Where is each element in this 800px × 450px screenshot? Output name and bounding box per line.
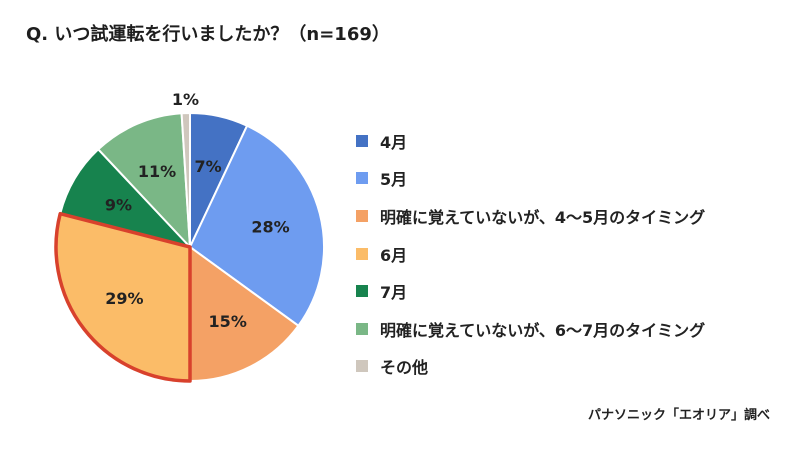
legend-swatch (356, 209, 368, 222)
data-label-3: 15% (209, 312, 247, 331)
legend-item-3: 明確に覚えていないが、4〜5月のタイミング (356, 197, 705, 235)
legend-label: 7月 (380, 283, 408, 303)
chart-title: Q. いつ試運転を行いましたか？（n=169） (26, 24, 390, 45)
legend-item-4: 6月 (356, 235, 705, 273)
legend-item-6: 明確に覚えていないが、6〜7月のタイミング (356, 310, 705, 348)
data-label-5: 9% (105, 196, 132, 215)
data-label-2: 28% (251, 217, 289, 236)
pie-slice-6 (96, 112, 192, 250)
legend-swatch (356, 360, 368, 373)
legend-label: その他 (380, 358, 429, 378)
pie-slice-7 (180, 111, 191, 248)
legend-swatch (356, 134, 368, 147)
legend-item-2: 5月 (356, 160, 705, 198)
legend-label: 6月 (380, 245, 408, 265)
legend-item-7: その他 (356, 348, 705, 386)
legend-swatch (356, 247, 368, 260)
legend-item-5: 7月 (356, 272, 705, 310)
chart-legend: 4月 5月明確に覚えていないが、4〜5月のタイミング 6月 7月明確に覚えていないが、… (356, 122, 705, 385)
legend-label: 5月 (380, 170, 408, 190)
pie-slice-3 (189, 245, 300, 383)
legend-swatch (356, 322, 368, 335)
pie-slice-highlight (54, 211, 192, 383)
data-label-4: 29% (105, 289, 143, 308)
data-label-6: 11% (138, 162, 176, 181)
legend-label: 4月 (380, 132, 408, 152)
legend-label: 明確に覚えていないが、6〜7月のタイミング (380, 320, 706, 340)
legend-label: 明確に覚えていないが、4〜5月のタイミング (380, 207, 706, 227)
data-label-1: 7% (195, 157, 222, 176)
pie-slice-2 (188, 124, 325, 328)
legend-swatch (356, 285, 368, 298)
legend-swatch (356, 172, 368, 185)
legend-item-1: 4月 (356, 122, 705, 160)
data-label-7: 1% (172, 90, 199, 109)
source-credit: パナソニック「エオリア」調べ (587, 408, 770, 423)
